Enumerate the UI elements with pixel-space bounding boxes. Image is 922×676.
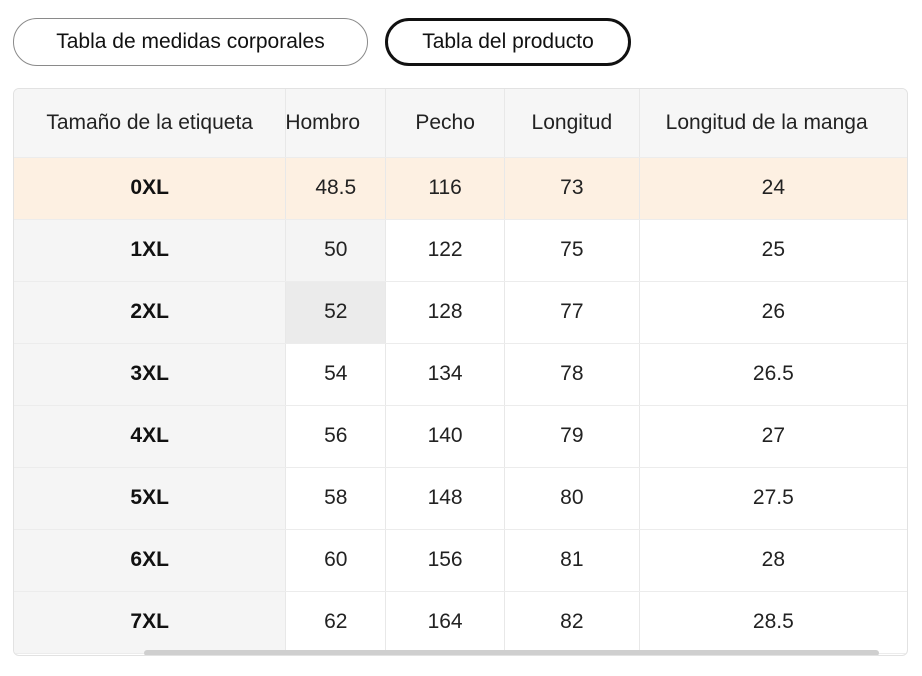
table-row[interactable]: 2XL 52 128 77 26 (14, 281, 907, 344)
table-row[interactable]: 0XL 48.5 116 73 24 (14, 157, 907, 220)
table-row[interactable]: 3XL 54 134 78 26.5 (14, 343, 907, 406)
sleeve-length-cell: 26 (639, 281, 907, 344)
table-header-row: Tamaño de la etiqueta Hombro Pecho Longi… (14, 89, 907, 158)
chest-cell: 156 (385, 529, 506, 592)
table-row[interactable]: 6XL 60 156 81 28 (14, 529, 907, 592)
tab-body-measurements[interactable]: Tabla de medidas corporales (13, 18, 368, 66)
shoulder-cell: 48.5 (285, 157, 387, 220)
sleeve-length-cell: 28.5 (639, 591, 907, 654)
sleeve-length-cell: 26.5 (639, 343, 907, 406)
chest-cell: 164 (385, 591, 506, 654)
table-row[interactable]: 5XL 58 148 80 27.5 (14, 467, 907, 530)
size-cell: 4XL (14, 405, 287, 468)
size-cell: 3XL (14, 343, 287, 406)
chest-cell: 148 (385, 467, 506, 530)
length-cell: 73 (504, 157, 640, 220)
shoulder-cell: 62 (285, 591, 387, 654)
shoulder-cell: 50 (285, 219, 387, 282)
size-cell: 2XL (14, 281, 287, 344)
sleeve-length-cell: 27.5 (639, 467, 907, 530)
sleeve-length-cell: 24 (639, 157, 907, 220)
length-cell: 81 (504, 529, 640, 592)
size-cell: 7XL (14, 591, 287, 654)
size-cell: 1XL (14, 219, 287, 282)
header-shoulder: Hombro (285, 89, 387, 158)
header-label-size: Tamaño de la etiqueta (14, 89, 287, 158)
length-cell: 80 (504, 467, 640, 530)
chest-cell: 122 (385, 219, 506, 282)
chest-cell: 128 (385, 281, 506, 344)
tab-product-measurements[interactable]: Tabla del producto (385, 18, 631, 66)
sleeve-length-cell: 27 (639, 405, 907, 468)
chest-cell: 116 (385, 157, 506, 220)
chest-cell: 140 (385, 405, 506, 468)
table-row[interactable]: 1XL 50 122 75 25 (14, 219, 907, 282)
header-sleeve-length: Longitud de la manga (639, 89, 907, 158)
length-cell: 82 (504, 591, 640, 654)
shoulder-cell: 54 (285, 343, 387, 406)
shoulder-cell: 58 (285, 467, 387, 530)
size-cell: 5XL (14, 467, 287, 530)
size-cell: 6XL (14, 529, 287, 592)
sleeve-length-cell: 25 (639, 219, 907, 282)
header-chest: Pecho (385, 89, 506, 158)
shoulder-cell: 52 (285, 281, 387, 344)
header-length: Longitud (504, 89, 640, 158)
chest-cell: 134 (385, 343, 506, 406)
length-cell: 77 (504, 281, 640, 344)
table-row[interactable]: 4XL 56 140 79 27 (14, 405, 907, 468)
size-table-container[interactable]: Tamaño de la etiqueta Hombro Pecho Longi… (13, 88, 908, 656)
shoulder-cell: 56 (285, 405, 387, 468)
size-table: Tamaño de la etiqueta Hombro Pecho Longi… (14, 89, 907, 654)
horizontal-scrollbar[interactable] (144, 650, 879, 655)
length-cell: 79 (504, 405, 640, 468)
sleeve-length-cell: 28 (639, 529, 907, 592)
length-cell: 78 (504, 343, 640, 406)
length-cell: 75 (504, 219, 640, 282)
tab-bar: Tabla de medidas corporales Tabla del pr… (13, 18, 631, 66)
table-row[interactable]: 7XL 62 164 82 28.5 (14, 591, 907, 654)
shoulder-cell: 60 (285, 529, 387, 592)
size-cell: 0XL (14, 157, 287, 220)
